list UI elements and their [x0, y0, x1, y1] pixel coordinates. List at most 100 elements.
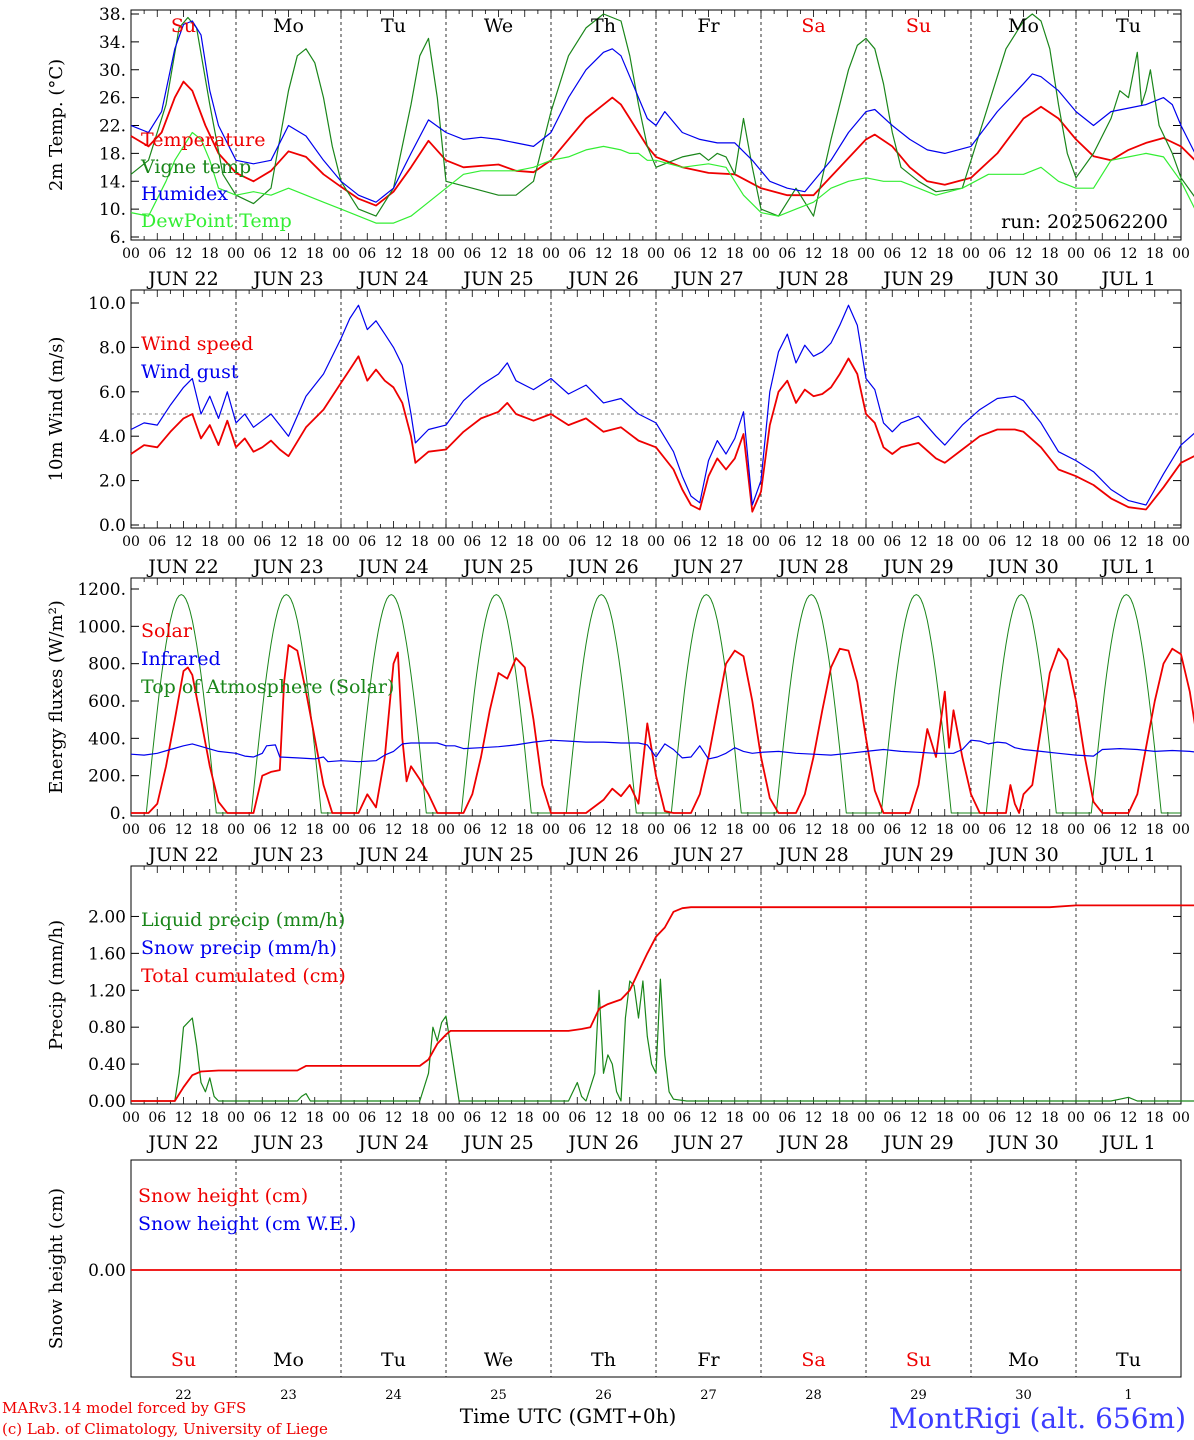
hour-label: 00: [227, 822, 245, 838]
hour-label: 18: [831, 246, 849, 262]
hour-label: 12: [175, 246, 193, 262]
weekday-label: Fr: [697, 1349, 720, 1371]
weekday-label: Su: [171, 1349, 196, 1371]
hour-label: 12: [595, 534, 613, 550]
legend-entry: Humidex: [141, 183, 228, 205]
hour-label: 00: [437, 534, 455, 550]
legend-entry: Solar: [141, 620, 193, 642]
hour-label: 06: [358, 534, 376, 550]
date-label: JUN 29: [881, 268, 953, 290]
hour-label: 12: [700, 534, 718, 550]
date-label: JUN 28: [776, 844, 848, 866]
hour-label: 18: [516, 534, 534, 550]
weekday-label: Mo: [273, 1349, 304, 1371]
hour-label: 18: [201, 1110, 219, 1126]
hour-label: 06: [253, 534, 271, 550]
hour-label: 00: [122, 822, 140, 838]
hour-label: 18: [726, 246, 744, 262]
hour-label: 12: [910, 1110, 928, 1126]
hour-label: 00: [1172, 534, 1190, 550]
series-temperature: [130, 80, 1194, 207]
hour-label: 18: [726, 534, 744, 550]
y-tick-label: 1.20: [88, 981, 126, 1001]
hour-label: 00: [437, 246, 455, 262]
panel-frame: [130, 289, 1182, 529]
hour-label: 00: [962, 822, 980, 838]
date-label: JUL 1: [1099, 556, 1155, 578]
hour-label: 06: [673, 246, 691, 262]
series-infrared: [130, 739, 1194, 763]
hour-label: 18: [411, 1110, 429, 1126]
hour-label: 12: [1015, 534, 1033, 550]
hour-label: 12: [490, 246, 508, 262]
hour-label: 12: [1120, 822, 1138, 838]
y-tick-label: 34.: [99, 33, 126, 53]
hour-label: 12: [490, 534, 508, 550]
y-axis-title: Snow height (cm): [46, 1188, 67, 1349]
hour-label: 00: [857, 822, 875, 838]
y-tick-label: 0.00: [88, 1092, 126, 1112]
day-number-label: 22: [175, 1388, 192, 1403]
hour-label: 18: [621, 534, 639, 550]
date-label: JUN 25: [461, 844, 533, 866]
legend-entry: Snow precip (mm/h): [141, 937, 337, 959]
y-axis-title: Energy fluxes (W/m²): [46, 600, 67, 794]
hour-label: 12: [700, 246, 718, 262]
hour-label: 00: [1067, 822, 1085, 838]
hour-label: 06: [148, 1110, 166, 1126]
hour-label: 18: [831, 534, 849, 550]
hour-label: 00: [227, 246, 245, 262]
series-wind-speed: [130, 355, 1194, 513]
date-label: JUN 29: [881, 1132, 953, 1154]
y-tick-label: 1000.: [77, 617, 126, 637]
legend-entry: Wind speed: [141, 333, 253, 355]
hour-label: 18: [516, 822, 534, 838]
hour-label: 12: [805, 1110, 823, 1126]
hour-label: 00: [122, 534, 140, 550]
y-axis-title: Precip (mm/h): [46, 920, 67, 1050]
y-tick-label: 18.: [99, 144, 126, 164]
hour-label: 12: [1015, 1110, 1033, 1126]
hour-label: 12: [280, 534, 298, 550]
y-axis-title: 10m Wind (m/s): [46, 337, 67, 482]
hour-label: 06: [463, 1110, 481, 1126]
hour-label: 06: [358, 822, 376, 838]
legend-entry: Infrared: [141, 648, 221, 670]
legend-entry: Vigne temp: [140, 156, 251, 178]
hour-label: 18: [1146, 1110, 1164, 1126]
hour-label: 00: [332, 246, 350, 262]
series-top-of-atmosphere: [131, 594, 1181, 814]
date-label: JUN 23: [251, 1132, 323, 1154]
date-label: JUN 25: [461, 268, 533, 290]
hour-label: 18: [726, 1110, 744, 1126]
hour-label: 18: [306, 534, 324, 550]
hour-label: 18: [516, 246, 534, 262]
hour-label: 00: [647, 822, 665, 838]
hour-label: 12: [1120, 1110, 1138, 1126]
weekday-label: We: [484, 15, 513, 37]
hour-label: 06: [988, 246, 1006, 262]
hour-label: 18: [621, 1110, 639, 1126]
weekday-label: Su: [906, 15, 931, 37]
hour-label: 18: [621, 822, 639, 838]
hour-label: 12: [385, 534, 403, 550]
y-tick-label: 30.: [99, 61, 126, 81]
date-label: JUL 1: [1099, 268, 1155, 290]
y-tick-label: 2.0: [99, 472, 126, 492]
hour-label: 00: [1067, 246, 1085, 262]
hour-label: 18: [1146, 246, 1164, 262]
hour-label: 06: [883, 534, 901, 550]
hour-label: 00: [752, 1110, 770, 1126]
date-label: JUN 27: [671, 1132, 743, 1154]
hour-label: 06: [673, 534, 691, 550]
legend-entry: Temperature: [141, 129, 265, 151]
hour-label: 12: [595, 1110, 613, 1126]
weekday-label: Fr: [697, 15, 720, 37]
y-tick-label: 1.60: [88, 944, 126, 964]
date-label: JUN 29: [881, 556, 953, 578]
hour-label: 06: [988, 534, 1006, 550]
legend-entry: Total cumulated (cm): [141, 965, 346, 987]
hour-label: 18: [516, 1110, 534, 1126]
legend-entry: Top of Atmosphere (Solar): [141, 676, 394, 698]
hour-label: 00: [647, 1110, 665, 1126]
